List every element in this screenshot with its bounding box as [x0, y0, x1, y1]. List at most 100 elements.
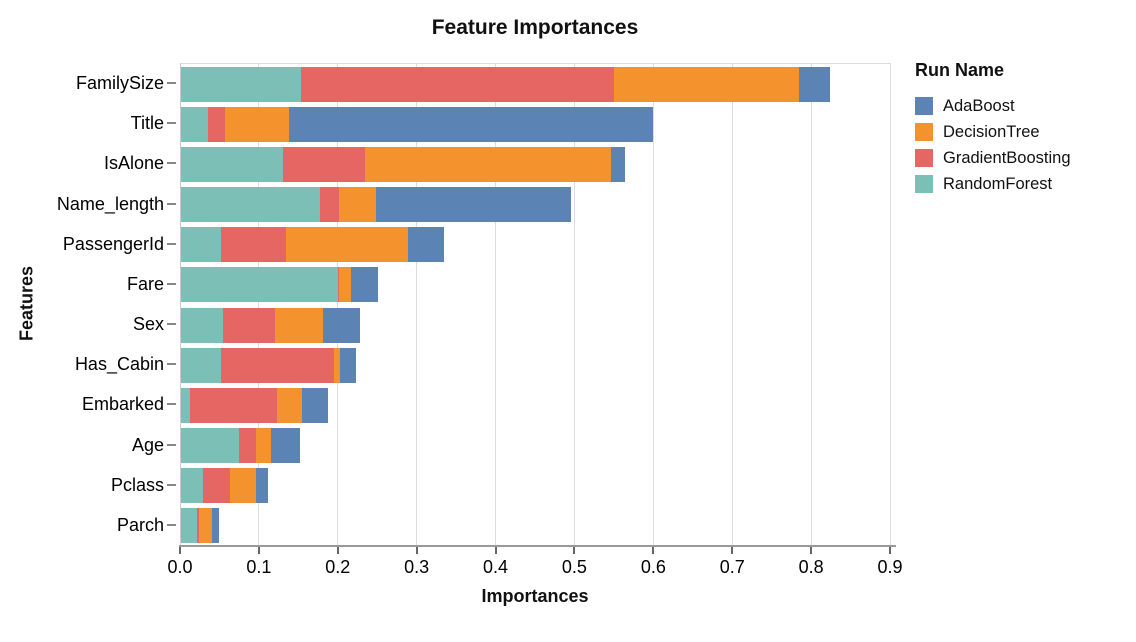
bar-segment-Pclass-RandomForest[interactable]: [180, 468, 203, 504]
y-tick-mark-PassengerId: [167, 242, 176, 245]
bar-segment-Sex-DecisionTree[interactable]: [274, 307, 323, 343]
bar-segment-Pclass-DecisionTree[interactable]: [230, 468, 256, 504]
bar-segment-IsAlone-DecisionTree[interactable]: [364, 146, 611, 182]
legend-label-AdaBoost: AdaBoost: [943, 96, 1015, 115]
bar-segment-FamilySize-DecisionTree[interactable]: [613, 66, 800, 102]
legend-entry-AdaBoost[interactable]: AdaBoost: [915, 93, 1071, 119]
bar-segment-Parch-RandomForest[interactable]: [180, 508, 198, 544]
x-tick-mark-0.1: [257, 547, 260, 554]
legend-label-GradientBoosting: GradientBoosting: [943, 148, 1071, 167]
bar-segment-Fare-RandomForest[interactable]: [180, 267, 338, 303]
y-tick-label-FamilySize: FamilySize: [75, 73, 164, 94]
bar-segment-Sex-AdaBoost[interactable]: [322, 307, 360, 343]
bar-segment-PassengerId-RandomForest[interactable]: [180, 227, 222, 263]
y-axis-line: [180, 63, 181, 545]
y-tick-mark-FamilySize: [167, 82, 176, 85]
bar-row-Age: [180, 428, 300, 464]
y-tick-label-Fare: Fare: [126, 273, 164, 294]
x-tick-mark-0.9: [889, 547, 891, 554]
y-tick-label-Age: Age: [131, 434, 164, 455]
x-tick-mark-0.6: [652, 547, 655, 554]
x-tick-mark-0.4: [494, 547, 497, 554]
bar-segment-IsAlone-RandomForest[interactable]: [180, 146, 284, 182]
legend-entry-RandomForest[interactable]: RandomForest: [915, 171, 1071, 197]
y-tick-label-PassengerId: PassengerId: [62, 233, 164, 254]
bar-segment-Title-GradientBoosting[interactable]: [207, 106, 225, 142]
bar-segment-PassengerId-AdaBoost[interactable]: [407, 227, 445, 263]
bar-segment-Sex-GradientBoosting[interactable]: [223, 307, 275, 343]
x-tick-label-0.6: 0.6: [640, 557, 666, 577]
bar-row-Embarked: [180, 387, 329, 423]
legend-label-DecisionTree: DecisionTree: [943, 122, 1040, 141]
bar-segment-Has_Cabin-AdaBoost[interactable]: [340, 347, 356, 383]
bar-segment-Fare-DecisionTree[interactable]: [339, 267, 352, 303]
x-axis-title: Importances: [481, 586, 589, 606]
plot-area: [180, 63, 891, 546]
bar-row-Has_Cabin: [180, 347, 356, 383]
x-tick-mark-0.2: [336, 547, 339, 554]
legend-swatch-GradientBoosting: [915, 149, 933, 167]
bar-segment-Title-DecisionTree[interactable]: [224, 106, 289, 142]
bar-segment-FamilySize-AdaBoost[interactable]: [799, 66, 831, 102]
legend-entry-DecisionTree[interactable]: DecisionTree: [915, 119, 1071, 145]
bar-segment-FamilySize-GradientBoosting[interactable]: [301, 66, 614, 102]
x-tick-label-0.9: 0.9: [877, 557, 903, 577]
bar-row-Fare: [180, 267, 378, 303]
bar-segment-Fare-AdaBoost[interactable]: [351, 267, 378, 303]
y-tick-label-Pclass: Pclass: [110, 474, 164, 495]
bar-segment-Parch-GradientBoosting[interactable]: [197, 508, 199, 544]
x-tick-label-0.1: 0.1: [246, 557, 272, 577]
bar-segment-IsAlone-AdaBoost[interactable]: [610, 146, 625, 182]
y-axis-title: Features: [16, 265, 37, 342]
bar-segment-FamilySize-RandomForest[interactable]: [180, 66, 302, 102]
x-tick-mark-0.5: [573, 547, 576, 554]
bar-row-Sex: [180, 307, 360, 343]
bar-segment-Name_length-GradientBoosting[interactable]: [320, 187, 340, 223]
bar-segment-Parch-DecisionTree[interactable]: [198, 508, 213, 544]
legend-entry-GradientBoosting[interactable]: GradientBoosting: [915, 145, 1071, 171]
bar-segment-Has_Cabin-RandomForest[interactable]: [180, 347, 222, 383]
bar-segment-Has_Cabin-DecisionTree[interactable]: [333, 347, 341, 383]
bar-segment-PassengerId-GradientBoosting[interactable]: [221, 227, 286, 263]
bar-segment-Name_length-DecisionTree[interactable]: [339, 187, 376, 223]
x-tick-mark-0.0: [179, 547, 181, 554]
bar-segment-PassengerId-DecisionTree[interactable]: [285, 227, 408, 263]
y-tick-label-Embarked: Embarked: [81, 394, 164, 415]
x-tick-label-0.8: 0.8: [798, 557, 824, 577]
bar-row-Parch: [180, 508, 220, 544]
x-tick-label-0.7: 0.7: [719, 557, 745, 577]
bar-segment-Pclass-AdaBoost[interactable]: [255, 468, 268, 504]
x-tick-mark-0.7: [731, 547, 734, 554]
bar-segment-Embarked-RandomForest[interactable]: [180, 387, 191, 423]
bar-segment-Age-RandomForest[interactable]: [180, 428, 240, 464]
bar-segment-Embarked-AdaBoost[interactable]: [302, 387, 329, 423]
bar-segment-Title-AdaBoost[interactable]: [288, 106, 654, 142]
x-tick-mark-0.3: [415, 547, 418, 554]
y-tick-label-IsAlone: IsAlone: [103, 153, 164, 174]
y-tick-label-Has_Cabin: Has_Cabin: [74, 354, 164, 375]
bar-segment-Embarked-GradientBoosting[interactable]: [190, 387, 278, 423]
bar-segment-Age-AdaBoost[interactable]: [271, 428, 300, 464]
y-tick-mark-Fare: [167, 282, 176, 285]
bar-segment-Has_Cabin-GradientBoosting[interactable]: [221, 347, 334, 383]
gridline-x-0.5: [573, 64, 575, 546]
bar-segment-Parch-AdaBoost[interactable]: [212, 508, 220, 544]
bar-segment-Name_length-AdaBoost[interactable]: [375, 187, 572, 223]
y-tick-mark-Name_length: [167, 202, 176, 205]
gridline-x-0.7: [731, 64, 733, 546]
bar-segment-Age-GradientBoosting[interactable]: [239, 428, 256, 464]
bar-segment-Fare-GradientBoosting[interactable]: [337, 267, 340, 303]
bar-segment-IsAlone-GradientBoosting[interactable]: [283, 146, 365, 182]
bar-segment-Name_length-RandomForest[interactable]: [180, 187, 321, 223]
gridline-x-0.4: [495, 64, 497, 546]
bar-segment-Pclass-GradientBoosting[interactable]: [202, 468, 231, 504]
legend: Run Name AdaBoost DecisionTree GradientBoo…: [915, 60, 1071, 197]
bar-segment-Title-RandomForest[interactable]: [180, 106, 208, 142]
legend-entries: AdaBoost DecisionTree GradientBoosting Rand…: [915, 93, 1071, 197]
y-tick-label-Sex: Sex: [132, 314, 164, 335]
bar-segment-Sex-RandomForest[interactable]: [180, 307, 224, 343]
bar-segment-Embarked-DecisionTree[interactable]: [277, 387, 303, 423]
bar-segment-Age-DecisionTree[interactable]: [255, 428, 272, 464]
y-tick-mark-Sex: [167, 323, 176, 326]
legend-swatch-AdaBoost: [915, 97, 933, 115]
